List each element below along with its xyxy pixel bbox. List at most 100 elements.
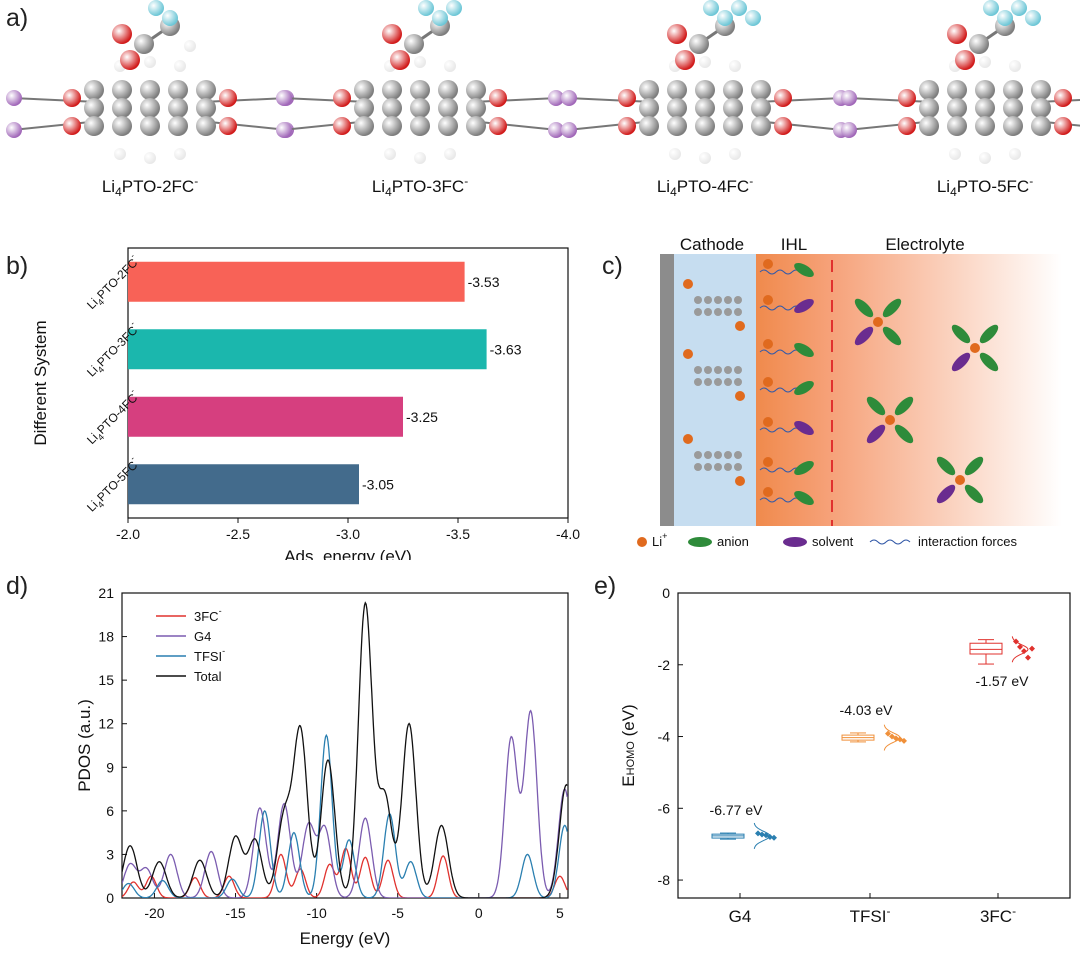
oxygen-atom — [489, 117, 507, 135]
oxygen-atom — [390, 50, 410, 70]
carbon-atom — [667, 80, 687, 100]
oxygen-atom — [675, 50, 695, 70]
data-point — [893, 735, 899, 742]
carbon-atom — [969, 34, 989, 54]
legend-solvent-label: solvent — [812, 534, 854, 549]
carbon-atom — [689, 34, 709, 54]
carbon-atom — [168, 98, 188, 118]
anion-molecule — [794, 461, 814, 475]
oxygen-atom — [333, 89, 351, 107]
hydrogen-atom — [979, 152, 991, 164]
anion-molecule — [894, 396, 914, 416]
data-point — [771, 834, 777, 841]
carbon-atom — [466, 98, 486, 118]
series-tfsi — [122, 733, 568, 898]
carbon-atom — [382, 80, 402, 100]
data-point — [759, 831, 765, 838]
pto-atom — [714, 463, 722, 471]
lithium-atom — [548, 90, 564, 106]
pto-atom — [694, 366, 702, 374]
carbon-atom — [404, 34, 424, 54]
carbon-atom — [134, 34, 154, 54]
y-tick-label: 9 — [106, 759, 114, 775]
anion-molecule — [894, 424, 914, 444]
carbon-atom — [466, 80, 486, 100]
oxygen-atom — [219, 117, 237, 135]
lithium-atom — [561, 122, 577, 138]
data-point — [1017, 643, 1023, 650]
molecule-label: Li4PTO-4FC- — [657, 174, 753, 199]
oxygen-atom — [898, 89, 916, 107]
oxygen-atom — [774, 117, 792, 135]
li-ion — [735, 321, 745, 331]
plot-frame — [121, 592, 569, 899]
carbon-atom — [667, 98, 687, 118]
li-ion — [885, 415, 895, 425]
carbon-atom — [1031, 98, 1051, 118]
carbon-atom — [695, 98, 715, 118]
solvent-molecule — [936, 484, 956, 504]
panel-label-c: c) — [602, 252, 623, 280]
oxygen-atom — [955, 50, 975, 70]
pto-atom — [724, 451, 732, 459]
homo-box-chart: 0 -2 -4 -6 -8 EHOMO (eV) G4 -6.77 eV TFSI- -4.03 … — [619, 585, 1071, 926]
mean-value-label: -6.77 eV — [710, 802, 764, 818]
y-tick-label: -4 — [658, 729, 671, 745]
carbon-atom — [751, 116, 771, 136]
pto-atom — [734, 308, 742, 316]
lithium-atom — [548, 122, 564, 138]
anion-molecule — [964, 456, 984, 476]
carbon-atom — [1031, 80, 1051, 100]
molecule-structures: Li4PTO-2FC- Li4PTO-3FC- Li4PTO-4FC- Li4PTO-… — [6, 0, 1080, 199]
x-tick-label: -3.0 — [336, 526, 360, 542]
x-category-label: 3FC- — [980, 904, 1016, 926]
carbon-atom — [466, 116, 486, 136]
legend-anion-label: anion — [717, 534, 749, 549]
series-g4 — [122, 709, 568, 898]
x-tick-label: -10 — [307, 905, 327, 921]
carbon-atom — [140, 98, 160, 118]
carbon-atom — [196, 98, 216, 118]
mean-value-label: -1.57 eV — [976, 673, 1030, 689]
y-tick-label: 21 — [98, 585, 114, 601]
anion-molecule — [882, 298, 902, 318]
anion-molecule — [979, 352, 999, 372]
y-axis-title: EHOMO (eV) — [619, 704, 638, 786]
li-ion — [683, 349, 693, 359]
anion-molecule — [866, 396, 886, 416]
carbon-atom — [168, 80, 188, 100]
panel-label-e: e) — [594, 572, 617, 600]
hydrogen-atom — [979, 56, 991, 68]
li-ion — [763, 295, 773, 305]
pto-atom — [694, 451, 702, 459]
pto-atom — [694, 463, 702, 471]
carbon-atom — [695, 80, 715, 100]
carbon-atom — [947, 116, 967, 136]
oxygen-atom — [1054, 117, 1072, 135]
fluorine-atom — [1025, 10, 1041, 26]
interaction-wave — [759, 387, 801, 393]
li-ion — [683, 279, 693, 289]
y-tick-label: 15 — [98, 672, 114, 688]
fluorine-atom — [717, 10, 733, 26]
oxygen-atom — [219, 89, 237, 107]
x-tick-label: -15 — [225, 905, 245, 921]
pto-atom — [734, 463, 742, 471]
cathode-label: Cathode — [680, 235, 744, 254]
interaction-wave — [759, 427, 801, 433]
pto-atom — [734, 296, 742, 304]
carbon-atom — [1031, 116, 1051, 136]
molecule-label: Li4PTO-5FC- — [937, 174, 1033, 199]
molecule-2fc — [6, 0, 294, 164]
anion-molecule — [794, 343, 814, 357]
x-tick-label: -5 — [391, 905, 404, 921]
data-point — [897, 736, 903, 743]
fluorine-atom — [731, 0, 747, 16]
hydrogen-atom — [949, 148, 961, 160]
carbon-atom — [410, 80, 430, 100]
adsorption-energy-bar-chart: -3.53Li4PTO-2FC--3.63Li4PTO-3FC--3.25Li4… — [31, 247, 580, 560]
solvent-molecule — [866, 424, 886, 444]
legend-label: G4 — [194, 629, 211, 644]
x-tick-label: -3.5 — [446, 526, 470, 542]
bar-1 — [128, 329, 487, 370]
